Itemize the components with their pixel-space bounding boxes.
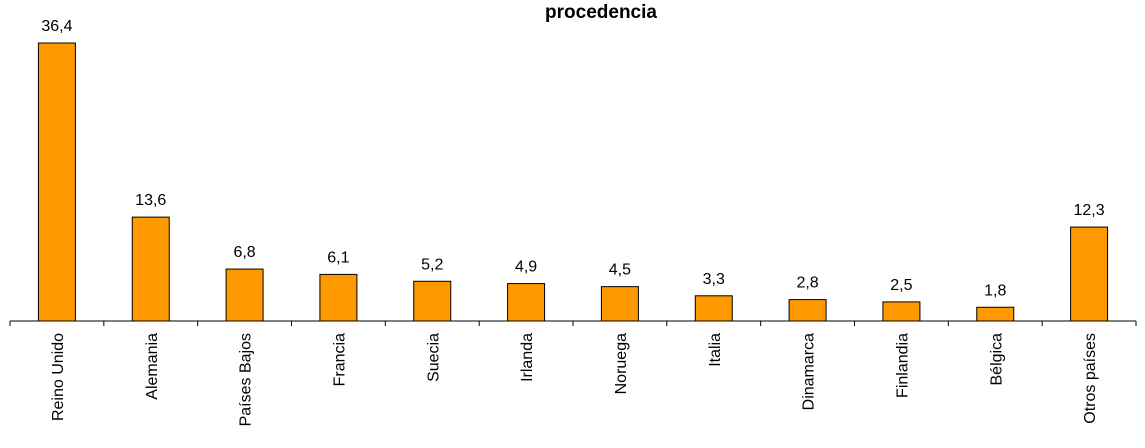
bar-belgica: [976, 306, 1015, 322]
bar-noruega: [600, 286, 639, 322]
value-label-noruega: 4,5: [609, 262, 631, 279]
category-label-irlanda: Irlanda: [519, 333, 536, 382]
value-label-dinamarca: 2,8: [796, 275, 818, 292]
category-label-finlandia: Finlandia: [894, 333, 911, 398]
category-label-suecia: Suecia: [425, 333, 442, 382]
bar-finlandia: [882, 301, 921, 322]
bar-francia: [319, 273, 358, 322]
bar-otros-paises: [1070, 226, 1109, 322]
bar-dinamarca: [788, 299, 827, 322]
category-label-noruega: Noruega: [613, 333, 630, 394]
bar-paises-bajos: [225, 268, 264, 322]
category-label-italia: Italia: [707, 333, 724, 367]
bar-alemania: [131, 216, 170, 322]
category-label-reino-unido: Reino Unido: [50, 333, 67, 421]
value-label-suecia: 5,2: [421, 256, 443, 273]
value-label-francia: 6,1: [327, 249, 349, 266]
category-label-dinamarca: Dinamarca: [801, 333, 818, 410]
value-label-belgica: 1,8: [984, 282, 1006, 299]
value-label-alemania: 13,6: [135, 192, 166, 209]
value-label-italia: 3,3: [703, 271, 725, 288]
chart-title: procedencia: [545, 2, 657, 23]
bars-layer: [37, 42, 1109, 322]
category-label-otros-paises: Otros países: [1082, 333, 1099, 424]
category-label-francia: Francia: [331, 333, 348, 386]
labels-layer: 36,4 Reino Unido 13,6 Alemania 6,8 Países Baj…: [41, 18, 1104, 426]
category-label-paises-bajos: Países Bajos: [238, 333, 255, 426]
category-label-belgica: Bélgica: [988, 333, 1005, 386]
bar-suecia: [413, 280, 452, 322]
value-label-paises-bajos: 6,8: [233, 244, 255, 261]
value-label-irlanda: 4,9: [515, 259, 537, 276]
value-label-finlandia: 2,5: [890, 277, 912, 294]
ticks-layer: [9, 321, 1137, 326]
value-label-reino-unido: 36,4: [41, 18, 72, 35]
category-label-alemania: Alemania: [144, 333, 161, 400]
value-label-otros-paises: 12,3: [1074, 202, 1105, 219]
bar-irlanda: [507, 283, 546, 322]
bar-reino-unido: [37, 42, 76, 322]
bar-italia: [694, 295, 733, 322]
